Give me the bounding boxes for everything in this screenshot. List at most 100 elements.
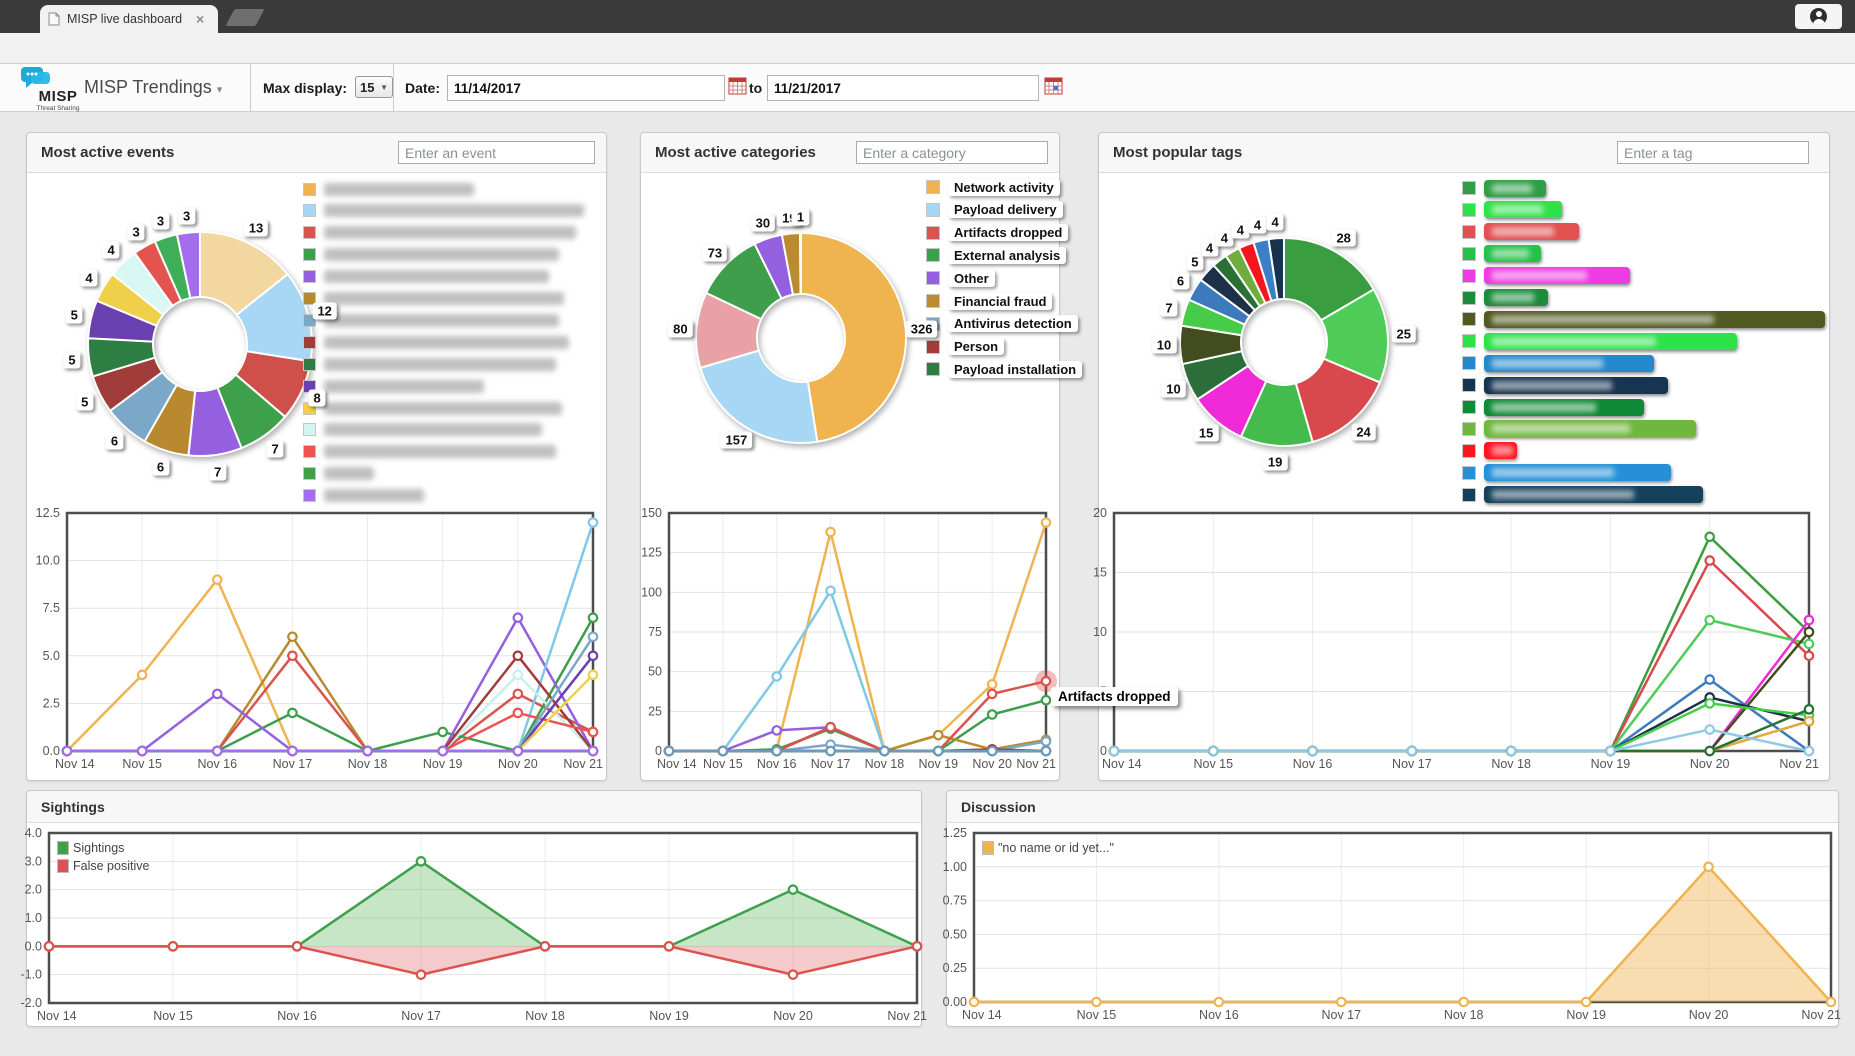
legend-item-blurred-tag[interactable] [1462,464,1671,482]
events-line-chart[interactable]: 0.0 2.5 5.0 7.5 10.0 12.5 Nov 14 Nov 15 Nov 16 No… [27,501,608,776]
data-point[interactable] [986,709,998,720]
data-point[interactable] [825,585,836,597]
data-point[interactable] [211,574,223,585]
data-point[interactable] [437,726,449,738]
legend-item-blurred[interactable] [303,355,556,373]
data-point[interactable] [512,612,524,624]
legend-item-blurred[interactable] [303,399,562,417]
tags-donut-chart[interactable]: 28 25 24 19 15 10 10 7 6 5 4 4 4 4 4 [1099,173,1831,506]
data-point[interactable] [1803,745,1815,757]
data-point[interactable] [587,517,599,528]
legend-item-blurred-tag[interactable] [1462,442,1517,460]
date-from-input[interactable] [447,75,725,101]
date-to-input[interactable] [767,75,1039,101]
data-point[interactable] [211,745,223,757]
legend-item-external-analysis[interactable]: External analysis [926,246,1067,264]
data-point[interactable] [1307,745,1318,757]
data-point[interactable] [1704,745,1716,757]
data-point[interactable] [1091,996,1102,1008]
legend-item[interactable]: False positive [57,859,149,873]
legend-item-blurred[interactable] [303,311,559,329]
tag-search-input[interactable] [1617,141,1809,164]
data-point[interactable] [825,745,836,757]
legend-item-blurred-tag[interactable] [1462,201,1562,219]
profile-button[interactable] [1795,4,1842,29]
data-point[interactable] [512,745,524,757]
data-point[interactable] [136,669,148,681]
browser-tab[interactable]: MISP live dashboard × [40,5,218,33]
data-point[interactable] [291,941,303,952]
data-point[interactable] [1803,715,1815,727]
legend-item-blurred-tag[interactable] [1462,310,1825,328]
legend-item-blurred[interactable] [303,333,569,351]
legend-item-blurred-tag[interactable] [1462,354,1654,372]
data-point[interactable] [986,688,998,700]
legend-item-blurred[interactable] [303,180,474,198]
data-point[interactable] [1704,674,1716,685]
data-point[interactable] [287,631,298,643]
donut-slice[interactable] [1267,236,1285,301]
calendar-icon[interactable] [1044,77,1063,95]
legend-item[interactable]: "no name or id yet..." [982,841,1114,855]
legend-item-blurred[interactable] [303,224,576,242]
data-point[interactable] [787,884,799,895]
data-point[interactable] [1108,745,1120,757]
data-point[interactable] [1803,614,1815,626]
data-point[interactable] [1704,555,1716,566]
data-point[interactable] [1803,626,1815,638]
data-point[interactable] [787,969,799,980]
legend-item-blurred[interactable] [303,268,549,286]
data-point[interactable] [1704,724,1716,735]
legend-item-blurred-tag[interactable] [1462,289,1548,307]
legend-item-blurred[interactable] [303,465,374,483]
legend-item-blurred[interactable] [303,443,556,461]
legend-item-financial-fraud[interactable]: Financial fraud [926,292,1053,310]
data-point[interactable] [1040,736,1052,747]
legend-item-payload-installation[interactable]: Payload installation [926,360,1083,378]
legend-item-antivirus-detection[interactable]: Antivirus detection [926,315,1078,333]
data-point[interactable] [1704,614,1716,626]
legend-item-blurred-tag[interactable] [1462,245,1541,263]
data-point[interactable] [911,941,923,952]
new-tab-button[interactable] [225,9,265,26]
legend-item-blurred-tag[interactable] [1462,223,1579,241]
data-point[interactable] [1040,675,1052,687]
legend-item-blurred-tag[interactable] [1462,486,1703,504]
data-point[interactable] [771,671,783,682]
legend-item-blurred[interactable] [303,421,542,439]
data-point[interactable] [512,669,524,681]
data-point[interactable] [61,745,73,757]
data-point[interactable] [587,612,599,624]
data-point[interactable] [587,726,599,738]
category-search-input[interactable] [856,141,1048,164]
data-point[interactable] [1335,996,1347,1008]
data-point[interactable] [825,526,836,538]
data-point[interactable] [1803,650,1815,662]
data-point[interactable] [539,941,551,952]
data-point[interactable] [968,996,980,1008]
data-point[interactable] [1505,745,1517,757]
data-point[interactable] [587,669,599,681]
data-point[interactable] [587,631,599,643]
legend-item-blurred-tag[interactable] [1462,398,1644,416]
data-point[interactable] [287,745,298,757]
discussion-area-chart[interactable]: 0.00 0.25 0.50 0.75 1.00 1.25 Nov 14 Nov 15 Nov … [943,823,1841,1023]
legend-item-person[interactable]: Person [926,338,1005,356]
data-point[interactable] [717,745,729,757]
data-point[interactable] [1040,694,1052,706]
data-point[interactable] [1580,996,1592,1008]
event-search-input[interactable] [398,141,595,164]
data-point[interactable] [211,688,223,700]
data-point[interactable] [932,745,944,757]
data-point[interactable] [287,650,298,662]
tab-close-icon[interactable]: × [196,11,205,27]
data-point[interactable] [1040,745,1052,757]
data-point[interactable] [771,725,783,736]
data-point[interactable] [287,707,298,719]
legend-item-blurred[interactable] [303,487,424,505]
data-point[interactable] [1704,531,1716,543]
categories-donut-chart[interactable]: 326 157 80 73 30 19 1 [641,173,1061,506]
data-point[interactable] [415,969,427,980]
donut-slice[interactable] [699,349,819,444]
data-point[interactable] [932,729,944,741]
